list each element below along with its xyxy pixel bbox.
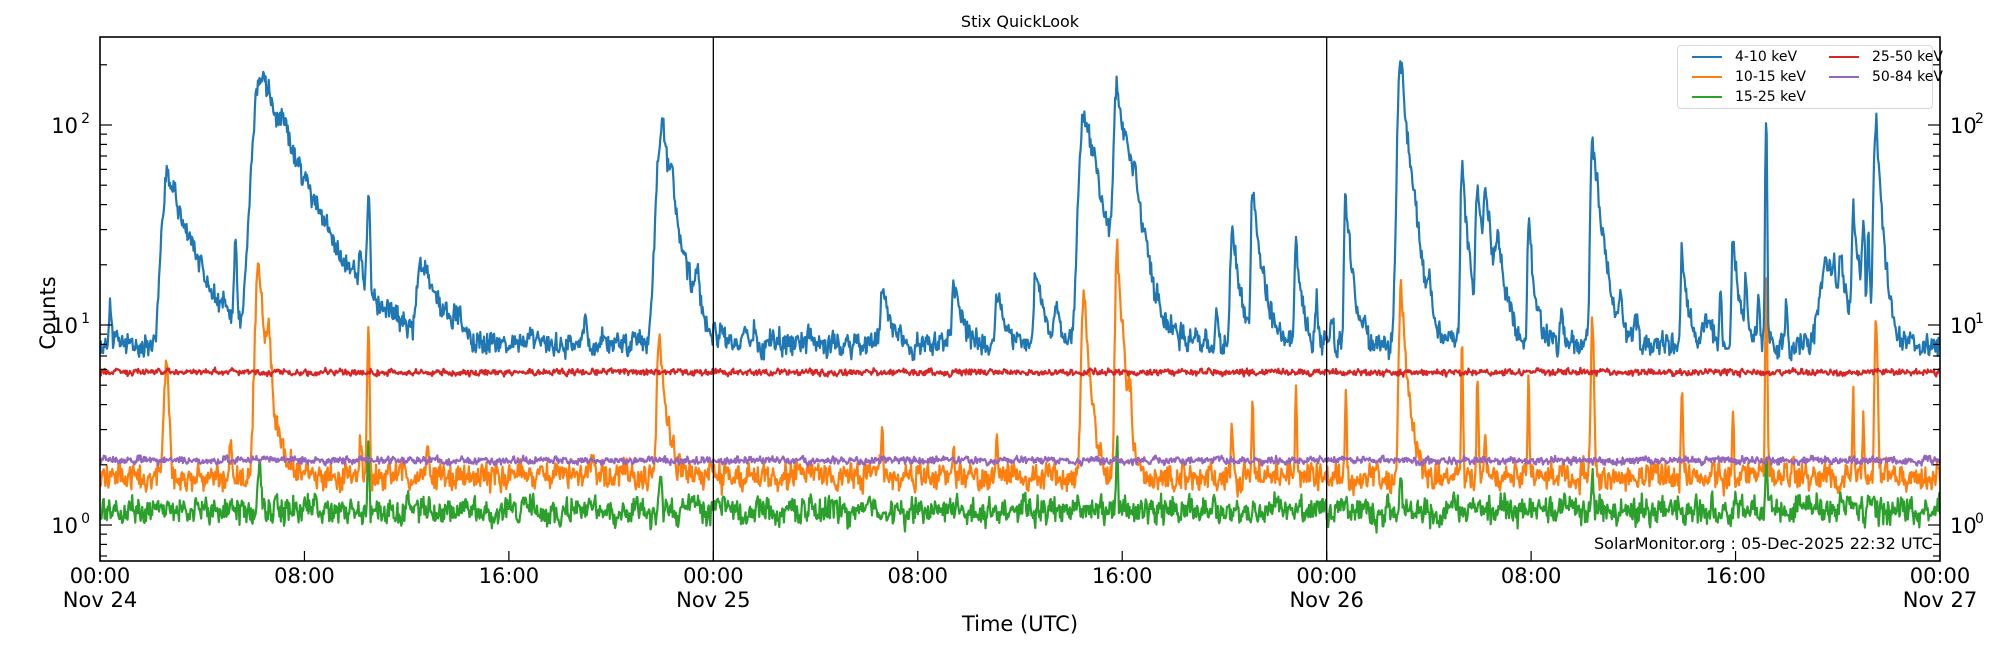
y-tick-exponent: 1	[81, 311, 90, 327]
x-axis-label: Time (UTC)	[961, 612, 1079, 636]
legend-label: 15-25 keV	[1735, 89, 1806, 105]
y-axis-label: Counts	[36, 276, 60, 350]
series-line-50-84-keV	[100, 454, 1940, 468]
axis-ticks	[99, 64, 1941, 561]
y-tick-label: 10	[51, 514, 78, 538]
chart-title: Stix QuickLook	[960, 12, 1080, 31]
legend-label: 10-15 keV	[1735, 69, 1806, 85]
legend-line-icon	[1829, 76, 1859, 78]
series-line-10-15-keV	[100, 238, 1940, 498]
y-tick-exponent: 2	[1975, 111, 1984, 127]
legend-item-15-25kev: 15-25 keV	[1692, 87, 1806, 107]
x-tick-label: 08:00	[888, 564, 949, 588]
legend-item-10-15kev: 10-15 keV	[1692, 67, 1806, 87]
legend-label: 25-50 keV	[1872, 49, 1943, 65]
legend-item-50-84kev: 50-84 keV	[1829, 67, 1943, 87]
y-tick-exponent: 0	[81, 511, 90, 527]
y-tick-exponent: 1	[1975, 311, 1984, 327]
y-tick-exponent: 2	[81, 111, 90, 127]
credit-text: SolarMonitor.org : 05-Dec-2025 22:32 UTC	[1594, 534, 1933, 553]
y-tick-label: 10	[1950, 514, 1977, 538]
y-tick-exponent: 0	[1975, 511, 1984, 527]
x-tick-label: 16:00	[1092, 564, 1153, 588]
x-tick-date-label: Nov 25	[676, 588, 750, 612]
legend-line-icon	[1692, 76, 1722, 78]
y-tick-label: 10	[1950, 114, 1977, 138]
x-tick-label: 00:00	[1910, 564, 1971, 588]
x-tick-date-label: Nov 27	[1903, 588, 1977, 612]
x-tick-label: 16:00	[479, 564, 540, 588]
x-tick-label: 00:00	[1296, 564, 1357, 588]
legend-label: 50-84 keV	[1872, 69, 1943, 85]
day-separators	[712, 37, 1328, 561]
y-tick-label: 10	[51, 114, 78, 138]
series-line-15-25-keV	[100, 435, 1940, 534]
plot-frame	[99, 36, 1941, 562]
legend-item-4-10kev: 4-10 keV	[1692, 47, 1797, 67]
x-tick-label: 08:00	[274, 564, 335, 588]
x-tick-label: 00:00	[70, 564, 131, 588]
data-series	[100, 60, 1940, 534]
legend-label: 4-10 keV	[1735, 49, 1798, 65]
x-tick-label: 00:00	[683, 564, 744, 588]
y-tick-label: 10	[51, 314, 78, 338]
y-tick-label: 10	[1950, 314, 1977, 338]
legend-line-icon	[1692, 96, 1722, 98]
series-line-4-10-keV	[100, 60, 1940, 362]
x-tick-label: 16:00	[1705, 564, 1766, 588]
legend-line-icon	[1829, 56, 1859, 58]
legend: 4-10 keV 10-15 keV 15-25 keV 25-50 keV 5…	[1677, 45, 1943, 109]
x-tick-date-label: Nov 24	[63, 588, 137, 612]
x-tick-label: 08:00	[1501, 564, 1562, 588]
legend-item-25-50kev: 25-50 keV	[1829, 47, 1943, 67]
x-tick-date-label: Nov 26	[1289, 588, 1363, 612]
series-line-25-50-keV	[100, 366, 1940, 379]
legend-line-icon	[1692, 56, 1722, 58]
